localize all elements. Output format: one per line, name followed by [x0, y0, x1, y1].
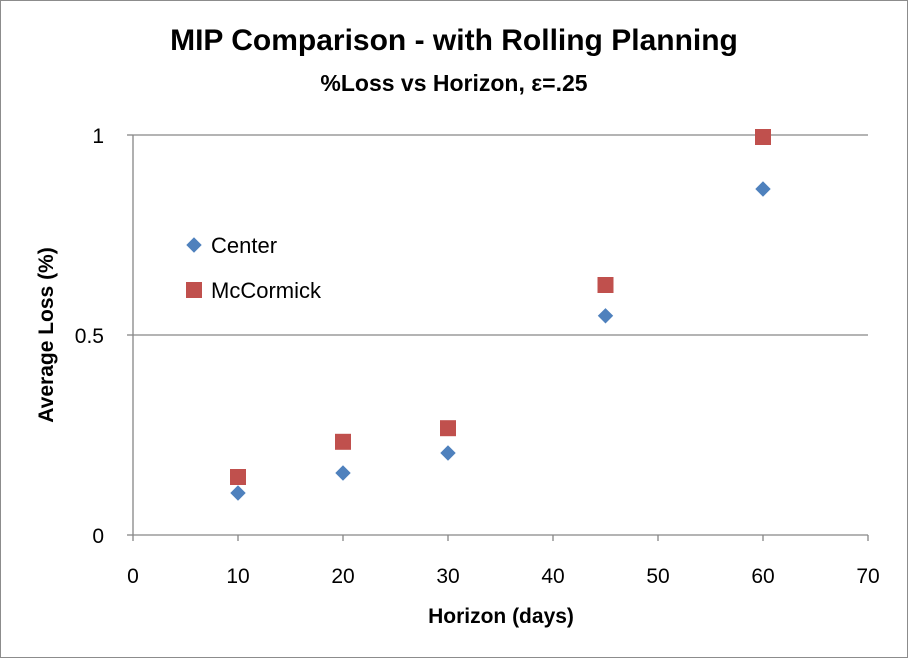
x-tick-label: 10	[226, 565, 249, 588]
series-markers	[230, 129, 771, 501]
y-tick-label: 1	[92, 125, 104, 148]
y-tick-label: 0	[92, 525, 104, 548]
x-tick-label: 0	[127, 565, 139, 588]
mccormick-point	[597, 277, 614, 293]
center-point	[440, 445, 456, 461]
mccormick-legend-marker	[186, 282, 202, 298]
mccormick-point	[440, 420, 456, 437]
x-tick-label: 40	[541, 565, 564, 588]
x-axis-title: Horizon (days)	[428, 605, 574, 628]
gridlines	[133, 134, 868, 336]
chart-subtitle: %Loss vs Horizon, ε=.25	[320, 70, 588, 96]
chart-title: MIP Comparison - with Rolling Planning	[170, 24, 738, 57]
center-legend-marker	[186, 237, 202, 253]
center-point	[335, 465, 351, 481]
mccormick-point	[335, 433, 351, 450]
mccormick-point	[755, 129, 771, 145]
y-tick-labels: 00.51	[75, 125, 104, 548]
x-tick-labels: 0 10 20 30 40 50 60 70	[127, 565, 880, 588]
x-tick-label: 60	[751, 565, 774, 588]
y-axis-title: Average Loss (%)	[35, 247, 58, 422]
y-tick-label: 0.5	[75, 325, 104, 348]
center-point	[597, 308, 614, 324]
x-tick-label: 20	[331, 565, 354, 588]
x-tick-label: 50	[646, 565, 669, 588]
x-tick-label: 70	[856, 565, 879, 588]
x-tick-label: 30	[436, 565, 459, 588]
mccormick-point	[230, 469, 246, 485]
axes	[127, 134, 869, 541]
center-point	[755, 181, 771, 197]
center-point	[230, 485, 246, 501]
center-legend-label: Center	[211, 233, 277, 258]
mccormick-legend-label: McCormick	[211, 278, 322, 303]
legend: Center McCormick	[186, 233, 322, 303]
